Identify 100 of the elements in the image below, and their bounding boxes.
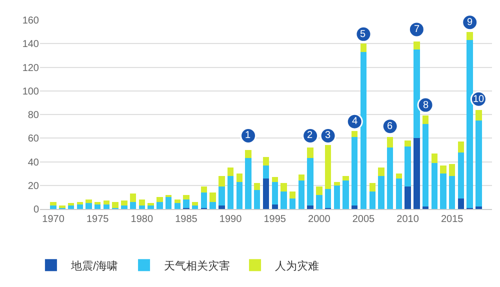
bar	[272, 204, 278, 209]
annotation: 2	[307, 130, 313, 141]
bar	[404, 140, 411, 146]
bar	[245, 150, 252, 158]
bar	[130, 202, 136, 209]
bar	[360, 44, 367, 52]
bar	[280, 183, 287, 192]
annotation: 1	[245, 130, 251, 141]
bar	[414, 50, 420, 138]
bar	[289, 191, 296, 198]
bar	[307, 158, 314, 206]
bar	[76, 202, 83, 204]
bar	[449, 176, 456, 209]
bar	[210, 192, 216, 202]
annotation: 9	[467, 17, 473, 28]
bar	[227, 168, 234, 176]
bar	[76, 204, 83, 209]
bar	[121, 205, 128, 209]
bar	[130, 194, 136, 202]
x-tick-label: 2005	[352, 214, 376, 225]
bar	[458, 152, 464, 198]
bar	[369, 191, 376, 209]
y-tick-label: 140	[22, 39, 40, 50]
bar	[422, 116, 429, 124]
bar	[86, 203, 92, 209]
bar	[272, 182, 278, 204]
annotation: 10	[473, 94, 485, 105]
bar	[360, 52, 367, 209]
bar	[272, 177, 278, 182]
bar	[112, 202, 118, 208]
bar	[156, 197, 163, 202]
bar	[236, 174, 243, 182]
annotation: 8	[423, 100, 429, 111]
bar	[342, 176, 349, 181]
bar	[245, 158, 252, 209]
bar	[262, 178, 270, 209]
bar	[334, 185, 340, 209]
bar	[440, 174, 446, 209]
annotation: 6	[387, 121, 393, 132]
bar	[254, 190, 260, 209]
x-tick-label: 2010	[396, 214, 420, 225]
bar	[236, 182, 243, 209]
bar	[192, 202, 198, 206]
x-tick-label: 2015	[440, 214, 464, 225]
bar	[466, 32, 473, 40]
x-tick-label: 1975	[86, 214, 110, 225]
bar	[396, 174, 402, 178]
bar	[298, 180, 305, 209]
bar	[342, 180, 349, 209]
bar	[458, 142, 464, 152]
bar	[121, 200, 128, 206]
y-tick-label: 100	[22, 86, 40, 98]
bar	[50, 202, 56, 206]
bar	[210, 202, 216, 209]
bar	[254, 183, 260, 190]
bar	[324, 188, 332, 208]
bar	[466, 40, 473, 208]
annotation: 3	[325, 130, 331, 141]
bar	[386, 148, 394, 209]
bar	[174, 200, 180, 204]
bar	[316, 194, 322, 209]
bar	[431, 153, 438, 163]
bar	[431, 162, 438, 209]
bar	[86, 200, 92, 204]
bar	[218, 176, 225, 187]
legend-label: 地震/海啸	[70, 259, 118, 272]
y-tick-label: 120	[22, 62, 40, 74]
x-tick-label: 1970	[42, 214, 65, 225]
bar	[174, 203, 180, 209]
bar	[156, 202, 163, 209]
bar	[378, 176, 384, 209]
bar	[404, 146, 411, 187]
x-tick-label: 2000	[308, 214, 331, 225]
bar	[103, 204, 110, 209]
x-tick-label: 1995	[264, 214, 286, 225]
bar	[138, 205, 146, 209]
legend-label: 天气相关灾害	[164, 259, 230, 272]
bar	[262, 165, 270, 178]
y-tick-label: 60	[28, 134, 40, 145]
bar	[422, 124, 429, 207]
bar	[50, 205, 56, 209]
bar	[148, 205, 154, 209]
bar	[307, 148, 314, 158]
bar	[262, 157, 270, 166]
bar	[386, 136, 394, 148]
bar	[476, 110, 482, 120]
x-tick-label: 1990	[219, 214, 242, 225]
bar	[414, 138, 420, 209]
bar	[94, 204, 101, 209]
bar	[352, 131, 358, 137]
bar	[94, 202, 101, 204]
bar	[352, 136, 358, 206]
bar	[334, 182, 340, 186]
y-tick-label: 0	[33, 204, 40, 216]
bar	[200, 186, 208, 192]
bar	[192, 205, 198, 209]
bar	[218, 186, 225, 206]
bar	[404, 186, 411, 209]
bar	[298, 174, 305, 181]
bar	[183, 194, 190, 200]
